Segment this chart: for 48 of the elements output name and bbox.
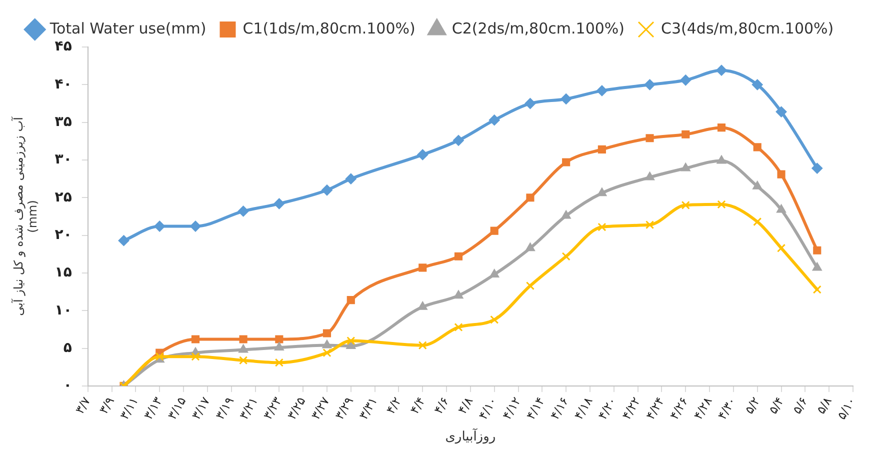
- y-tick-label: ۳۰: [54, 152, 72, 168]
- x-tick-label: ۵/۱۰: [834, 394, 858, 422]
- x-tick-label: ۴/۴: [407, 394, 428, 416]
- x-tick-label: ۴/۲۰: [595, 394, 620, 422]
- x-tick-label: ۳/۲۳: [260, 394, 285, 422]
- x-tick-label: ۳/۱۹: [212, 394, 237, 422]
- x-tick-label: ۴/۱۲: [500, 394, 524, 422]
- y-tick-label: ۲۰: [54, 226, 72, 243]
- x-tick-label: ۴/۱۶: [548, 394, 572, 422]
- y-tick-label: ۴۰: [54, 76, 72, 92]
- legend-label: C2(2ds/m,80cm.100%): [452, 19, 625, 38]
- x-tick-label: ۴/۸: [455, 394, 476, 416]
- x-axis-title: روزآبیاری: [445, 428, 496, 445]
- y-tick-label: ۱۵: [54, 264, 72, 281]
- x-tick-label: ۳/۱۷: [188, 394, 214, 422]
- x-tick-label: ۴/۲۴: [643, 394, 668, 422]
- x-tick-label: ۳/۲۱: [236, 394, 261, 422]
- x-tick-label: ۳/۱۱: [117, 394, 142, 422]
- x-tick-label: ۳/۱۵: [165, 394, 189, 422]
- x-tick-label: ۴/۳۰: [714, 394, 739, 422]
- x-tick-label: ۳/۲۹: [332, 394, 356, 422]
- y-tick-label: ۵: [63, 340, 72, 356]
- x-tick-label: ۵/۲: [742, 394, 763, 416]
- x-tick-label: ۵/۴: [766, 394, 787, 416]
- y-tick-label: ۲۵: [54, 189, 72, 206]
- x-tick-label: ۴/۲۶: [667, 394, 691, 422]
- x-tick-label: ۴/۱۸: [571, 394, 596, 422]
- x-tick-label: ۴/۲۲: [619, 394, 644, 422]
- y-tick-label: ۴۵: [54, 38, 72, 55]
- x-tick-label: ۳/۳۱: [356, 394, 380, 422]
- y-tick-label: ۳۵: [54, 114, 72, 130]
- x-tick-label: ۳/۱۳: [141, 394, 166, 422]
- x-tick-label: ۳/۲۵: [284, 394, 308, 422]
- x-tick-label: ۴/۲۸: [691, 394, 716, 422]
- x-tick-label: ۳/۷: [72, 394, 94, 416]
- x-tick-label: ۴/۲: [383, 394, 404, 416]
- legend-label: C3(4ds/m,80cm.100%): [661, 19, 834, 38]
- y-tick-label: ۰: [63, 378, 72, 394]
- x-tick-label: ۳/۹: [96, 394, 118, 416]
- legend-label: Total Water use(mm): [48, 19, 206, 38]
- x-tick-label: ۴/۱۴: [524, 394, 548, 422]
- x-tick-label: ۳/۲۷: [308, 394, 333, 422]
- x-tick-label: ۴/۶: [431, 394, 452, 416]
- x-tick-label: ۵/۶: [790, 394, 810, 416]
- x-tick-label: ۴/۱۰: [476, 394, 500, 422]
- x-tick-label: ۵/۸: [814, 394, 835, 416]
- legend-label: C1(1ds/m,80cm.100%): [242, 19, 416, 38]
- y-tick-label: ۱۰: [54, 302, 72, 318]
